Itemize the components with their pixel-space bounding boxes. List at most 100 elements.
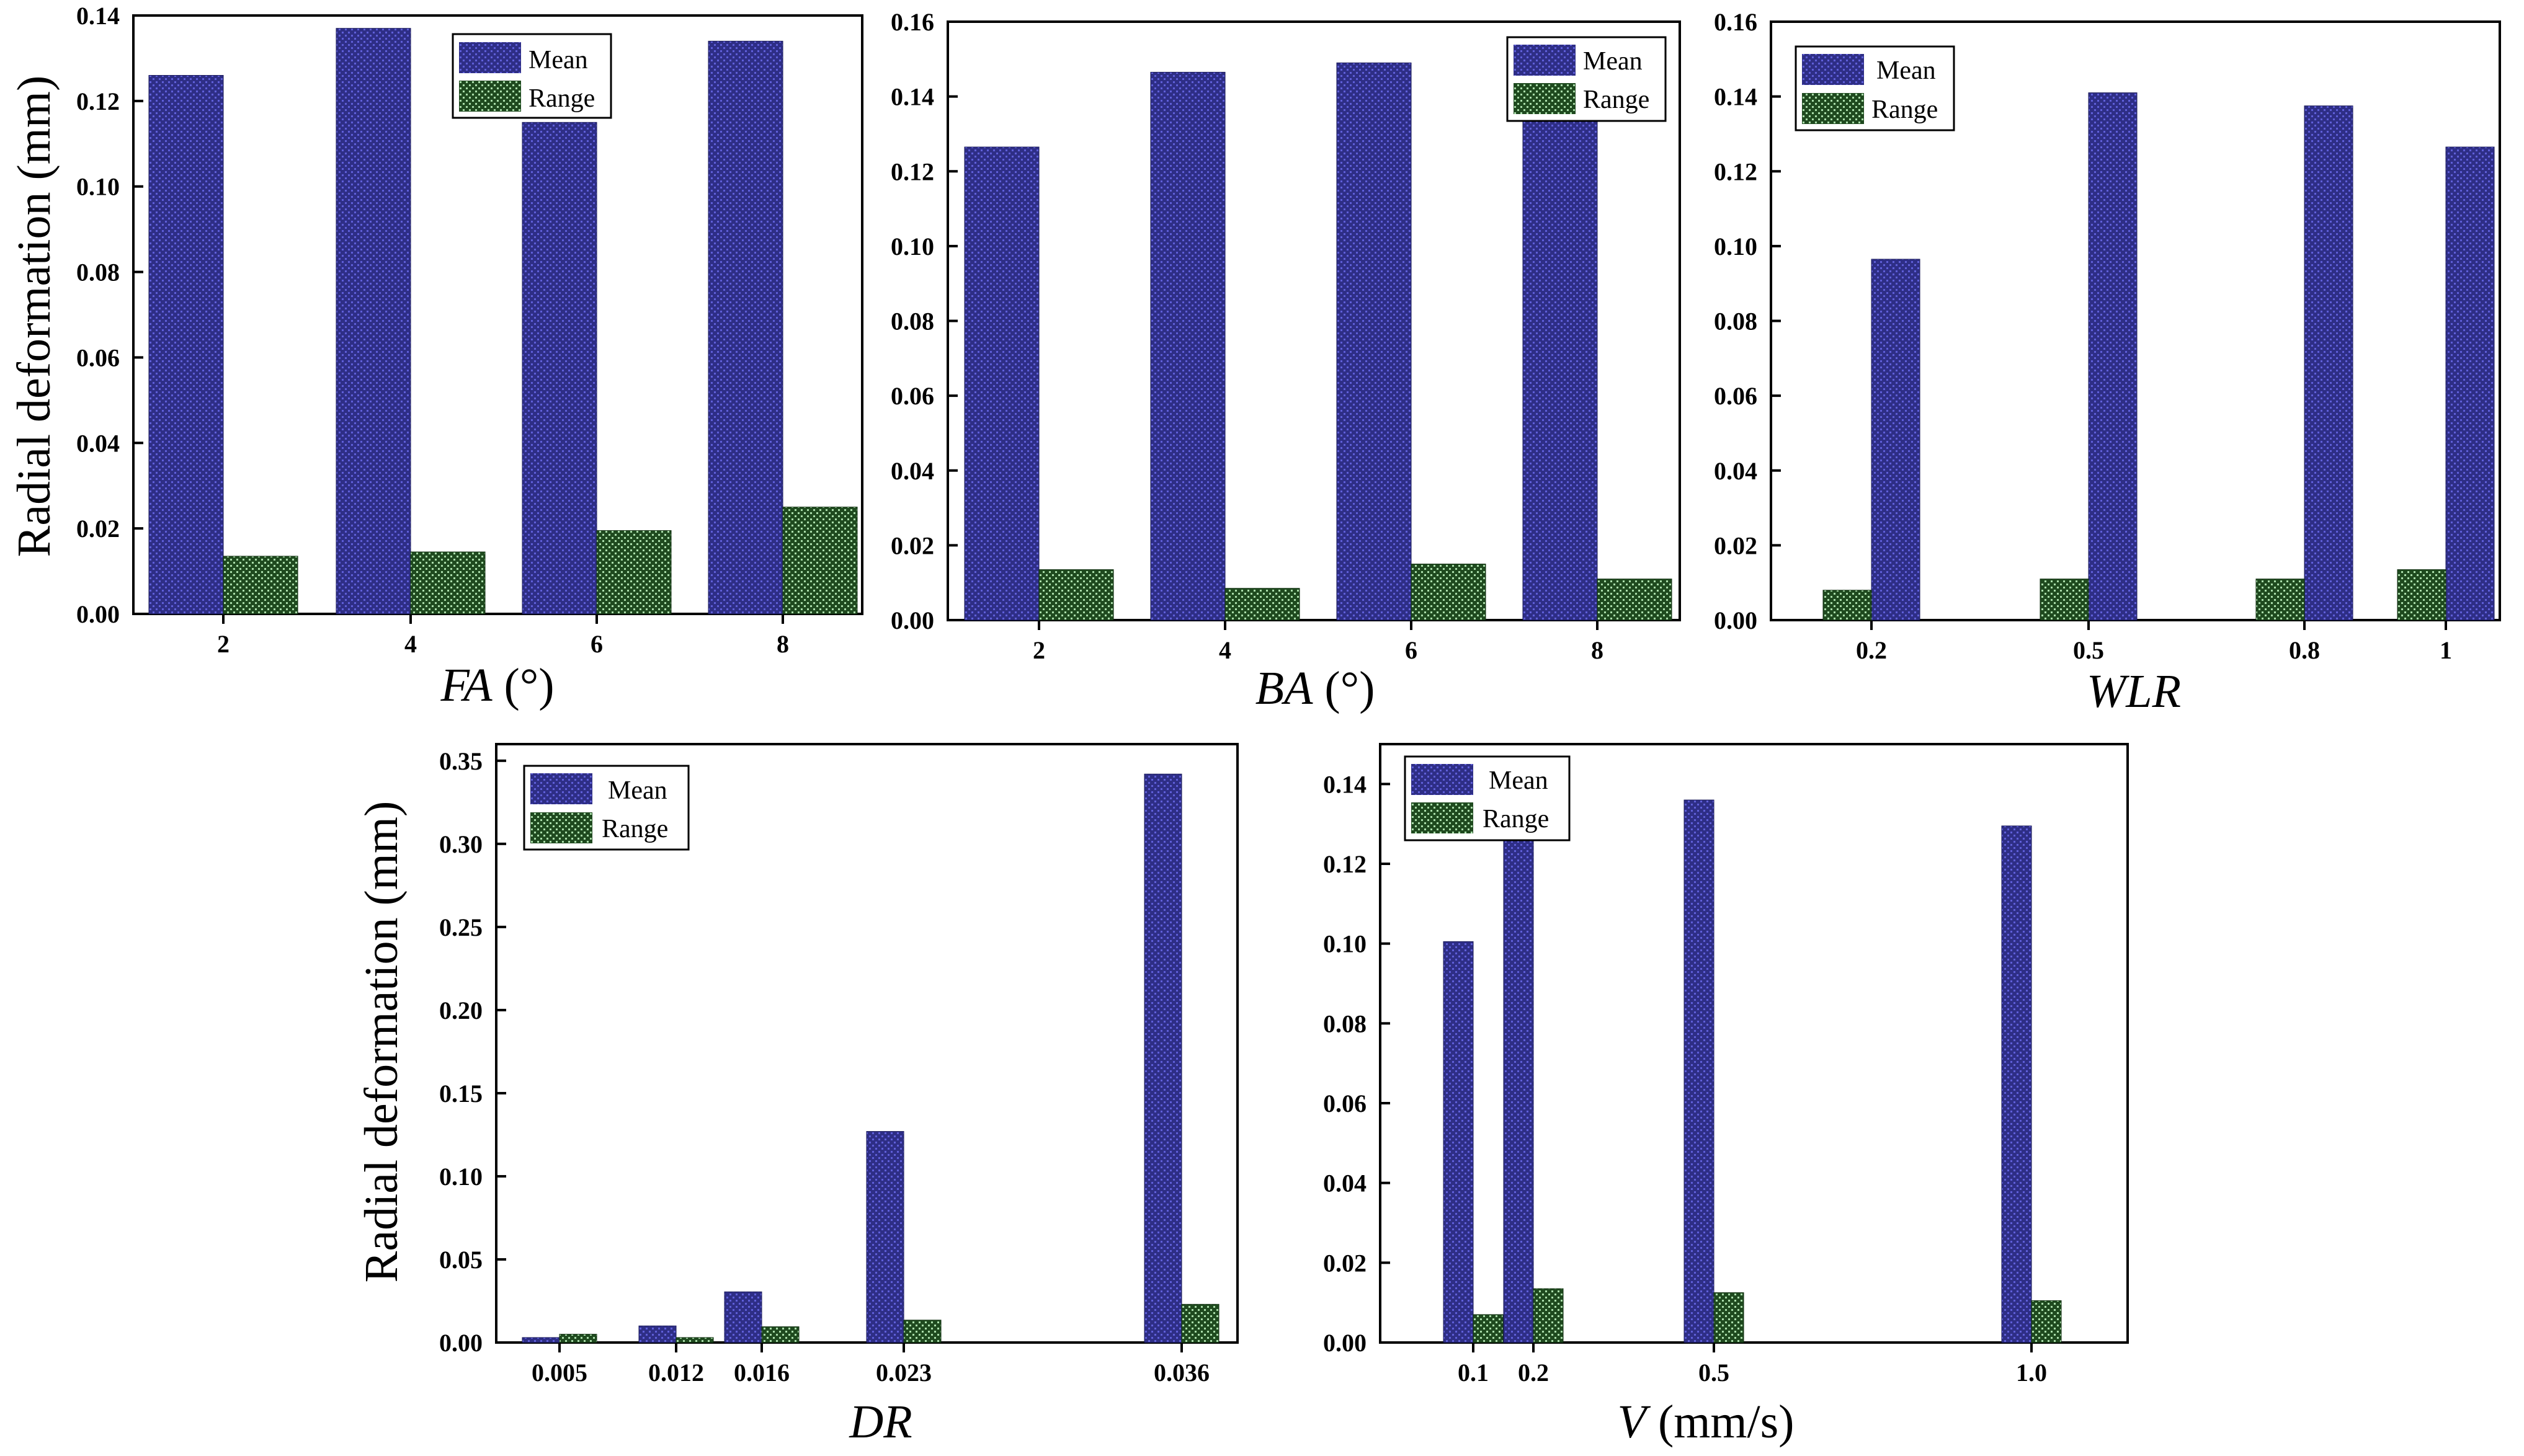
bars: [1822, 92, 2495, 621]
y-tick-label: 0.04: [1323, 1170, 1367, 1197]
legend-label-range: Range: [1871, 95, 1938, 124]
bar-mean-0.8: [2304, 105, 2353, 621]
bar-range-1.0: [2031, 1300, 2062, 1343]
y-tick-label: 0.14: [1323, 770, 1367, 798]
x-tick-label: 4: [1219, 636, 1231, 664]
legend-swatch-range: [459, 81, 521, 112]
legend-label-range: Range: [602, 815, 668, 843]
y-axis-title: Radial deformation (mm): [8, 76, 60, 557]
legend-swatch-mean: [459, 42, 521, 73]
legend: Mean Range: [1506, 36, 1667, 122]
y-tick-label: 0.04: [76, 429, 120, 457]
legend-label-range: Range: [1483, 805, 1549, 833]
bars: [522, 773, 1220, 1343]
y-tick-label: 0.10: [1323, 930, 1367, 958]
y-tick-label: 0.06: [891, 382, 934, 410]
y-tick-label: 0.14: [76, 2, 120, 30]
bar-range-0.005: [559, 1334, 597, 1343]
y-tick-label: 0.02: [1714, 531, 1757, 559]
x-axis-title: V (mm/s): [1618, 1396, 1795, 1448]
bar-range-0.1: [1473, 1314, 1504, 1343]
y-axis: 0.00 0.05 0.10 0.15 0.20 0.25 0.30 0.35: [439, 747, 506, 1357]
legend: Mean Range: [1795, 45, 1955, 131]
bar-mean-0.012: [638, 1325, 677, 1343]
bars: [964, 62, 1672, 621]
x-tick-label: 2: [217, 630, 230, 658]
legend-label-mean: Mean: [1489, 766, 1548, 795]
x-tick-label: 6: [1405, 636, 1417, 664]
legend-label-range: Range: [528, 84, 595, 113]
y-tick-label: 0.35: [439, 747, 483, 775]
x-tick-label: 0.012: [648, 1359, 704, 1387]
y-tick-label: 0.06: [1714, 382, 1757, 410]
bar-range-0.5: [2040, 579, 2089, 621]
legend-label-mean: Mean: [1876, 56, 1936, 85]
bar-range-4: [410, 551, 486, 615]
x-axis-title-italic: FA: [440, 659, 493, 711]
y-axis-title: Radial deformation (mm): [355, 801, 408, 1283]
bar-range-0.5: [1713, 1292, 1744, 1343]
x-tick-label: 1.0: [2016, 1359, 2047, 1387]
y-tick-label: 0.20: [439, 997, 483, 1024]
y-tick-label: 0.12: [1714, 158, 1757, 185]
bar-range-8: [1597, 579, 1672, 621]
bar-range-0.012: [676, 1337, 714, 1343]
x-tick-label: 0.8: [2289, 636, 2320, 664]
bar-range-0.023: [903, 1320, 942, 1343]
panel-fa: 0.00 0.02 0.04 0.06 0.08 0.10 0.12 0.14 2 4 6 8 Ra…: [8, 2, 863, 711]
bar-range-2: [1038, 569, 1114, 621]
bar-mean-0.5: [1683, 799, 1715, 1343]
y-tick-label: 0.12: [1323, 850, 1367, 878]
x-tick-label: 0.036: [1154, 1359, 1210, 1387]
y-tick-label: 0.06: [1323, 1090, 1367, 1117]
legend: Mean Range: [1404, 755, 1571, 841]
x-tick-label: 0.5: [1698, 1359, 1729, 1387]
legend-swatch-mean: [1802, 54, 1864, 85]
y-tick-label: 0.02: [1323, 1249, 1367, 1277]
y-tick-label: 0.08: [1323, 1010, 1367, 1037]
bar-mean-0.005: [522, 1337, 560, 1343]
x-tick-label: 0.016: [734, 1359, 790, 1387]
legend-swatch-mean: [1514, 45, 1576, 76]
bar-range-1: [2397, 569, 2446, 621]
x-tick-label: 0.2: [1518, 1359, 1549, 1387]
y-tick-label: 0.10: [439, 1163, 483, 1191]
legend-swatch-range: [1802, 93, 1864, 124]
bar-range-2: [223, 556, 298, 615]
plot-frame: [1379, 743, 2129, 1344]
y-tick-label: 0.00: [76, 600, 120, 628]
bar-range-6: [1411, 564, 1486, 621]
x-axis-title: DR: [849, 1396, 912, 1448]
x-axis-title-unit: (°): [493, 659, 555, 711]
x-tick-label: 0.2: [1856, 636, 1887, 664]
x-axis-title: FA (°): [440, 659, 554, 711]
x-axis-title-italic: DR: [849, 1396, 912, 1448]
y-tick-label: 0.08: [1714, 308, 1757, 335]
y-tick-label: 0.04: [891, 457, 934, 485]
x-tick-label: 0.023: [876, 1359, 932, 1387]
y-tick-label: 0.00: [439, 1329, 483, 1357]
bar-mean-6: [1336, 62, 1412, 621]
x-axis-title: BA (°): [1255, 662, 1375, 714]
bar-range-0.8: [2255, 579, 2305, 621]
y-axis: 0.00 0.02 0.04 0.06 0.08 0.10 0.12 0.14: [76, 2, 143, 628]
bar-mean-2: [148, 75, 224, 615]
y-tick-label: 0.16: [891, 8, 934, 36]
legend: Mean Range: [523, 765, 690, 851]
legend-swatch-mean: [1411, 764, 1473, 795]
y-tick-label: 0.08: [76, 259, 120, 286]
legend-label-mean: Mean: [528, 46, 588, 74]
x-tick-label: 1: [2440, 636, 2452, 664]
panel-ba: 0.00 0.02 0.04 0.06 0.08 0.10 0.12 0.14 0.16 2 4 6…: [891, 8, 1681, 714]
panel-wlr: 0.00 0.02 0.04 0.06 0.08 0.10 0.12 0.14 0.16 0.2…: [1714, 8, 2501, 717]
bar-range-0.2: [1533, 1288, 1564, 1343]
y-tick-label: 0.04: [1714, 457, 1757, 485]
y-tick-label: 0.06: [76, 344, 120, 371]
bar-mean-6: [522, 122, 597, 615]
x-axis-title-unit: (°): [1313, 662, 1375, 714]
x-axis-title-italic: V: [1618, 1396, 1651, 1448]
legend-label-mean: Mean: [1583, 47, 1643, 76]
bar-mean-0.2: [1871, 259, 1920, 621]
legend: Mean Range: [452, 33, 612, 119]
y-tick-label: 0.10: [891, 233, 934, 260]
